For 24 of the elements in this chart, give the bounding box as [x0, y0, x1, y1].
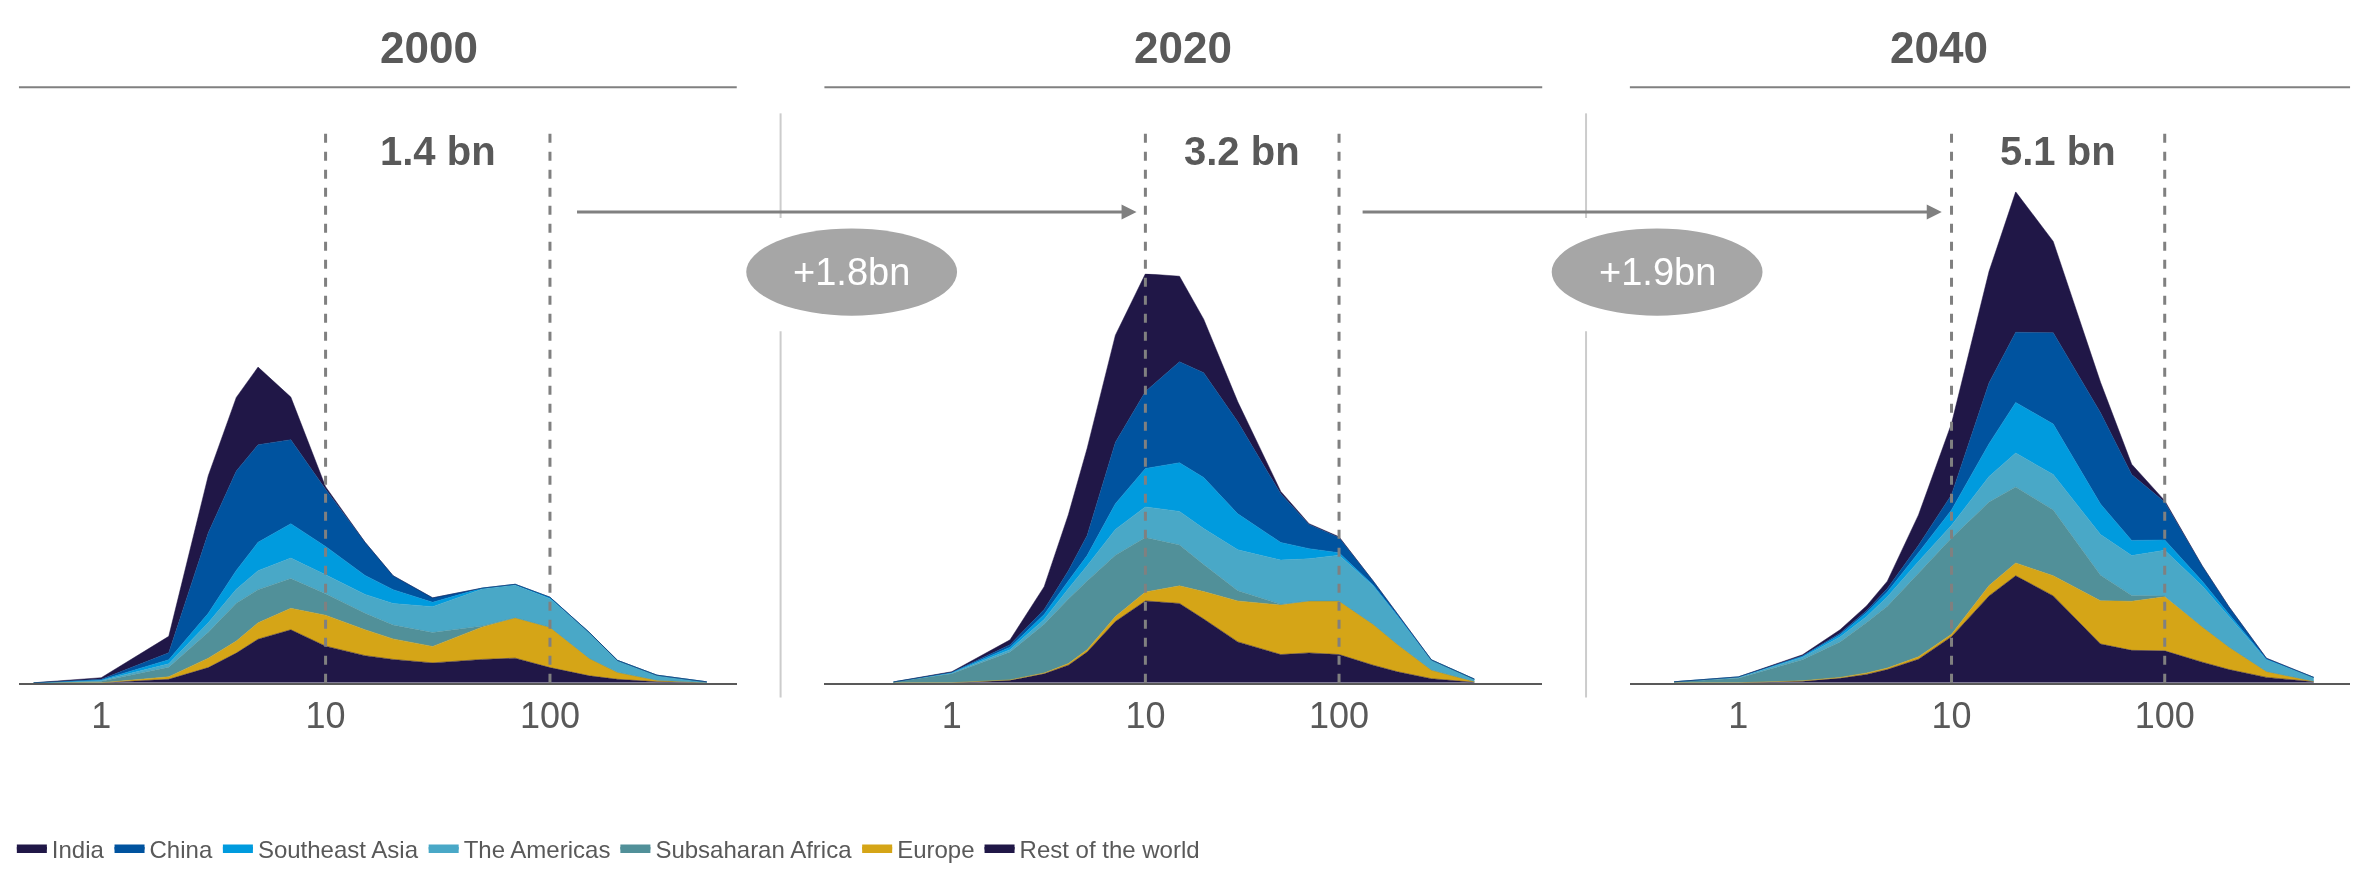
text: 1.4 bn [380, 129, 496, 173]
legend-label: Rest of the world [1019, 836, 1200, 864]
chart-title: 2040 [1890, 23, 1988, 72]
legend-label: Europe [897, 836, 975, 864]
text: 5.1 bn [2000, 129, 2116, 173]
x-tick-label: 100 [519, 694, 580, 736]
x-tick-label: 100 [2134, 694, 2195, 736]
x-tick-label: 10 [1125, 694, 1166, 736]
x-tick-label: 1 [1728, 694, 1749, 736]
x-tick-label: 100 [1309, 694, 1370, 736]
chart-title: 2000 [380, 23, 478, 72]
chart-title: 2020 [1134, 23, 1232, 72]
annotation: +1.9bn [1599, 251, 1717, 293]
legend-label: India [51, 836, 105, 864]
x-tick-label: 10 [305, 694, 346, 736]
x-tick-label: 10 [1931, 694, 1972, 736]
text: 3.2 bn [1184, 129, 1300, 173]
legend-label: Subsaharan Africa [655, 836, 853, 864]
legend-label: Southeast Asia [257, 836, 419, 864]
x-tick-label: 1 [91, 694, 112, 736]
x-tick-label: 1 [941, 694, 962, 736]
legend-label: The Americas [463, 836, 611, 864]
annotation: +1.8bn [793, 251, 911, 293]
legend-label: China [149, 836, 213, 864]
